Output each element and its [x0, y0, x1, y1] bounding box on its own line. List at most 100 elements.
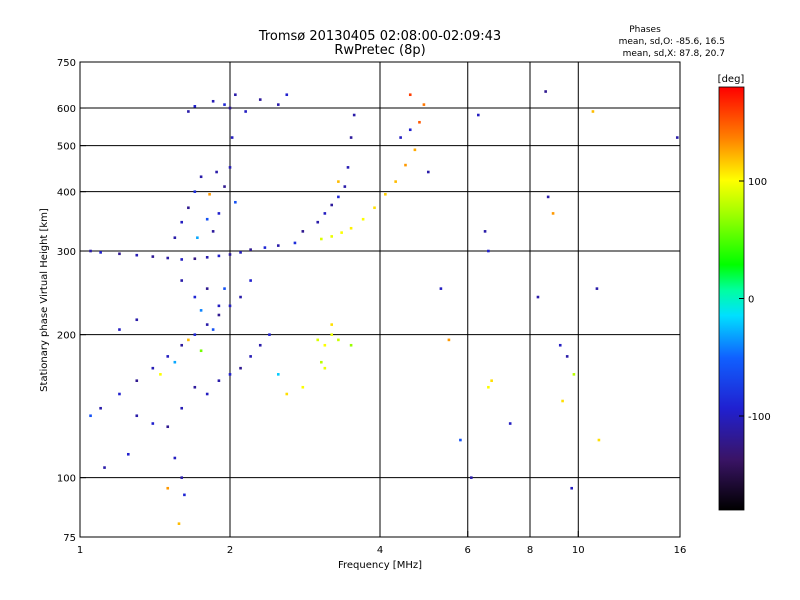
data-point	[413, 148, 417, 152]
data-point	[268, 333, 271, 336]
data-point	[208, 192, 211, 196]
data-point	[99, 251, 102, 254]
y-tick-label: 100	[57, 474, 76, 485]
data-point	[187, 206, 190, 210]
colorbar-unit-label: [deg]	[718, 74, 745, 85]
data-point	[340, 231, 343, 234]
data-point	[211, 328, 215, 331]
data-point	[276, 103, 280, 106]
data-point	[166, 486, 170, 490]
data-point	[211, 230, 215, 233]
data-point	[228, 106, 232, 110]
data-point	[352, 113, 356, 117]
data-points	[89, 90, 679, 525]
data-point	[205, 217, 209, 221]
data-point	[572, 373, 576, 376]
data-point	[561, 399, 564, 403]
x-tick-label: 8	[527, 545, 533, 556]
data-point	[230, 136, 234, 139]
data-point	[323, 343, 327, 347]
data-point	[508, 422, 512, 425]
data-point	[103, 466, 106, 469]
data-point	[193, 385, 197, 389]
data-point	[276, 373, 280, 376]
data-point	[228, 253, 232, 256]
data-point	[89, 249, 92, 253]
data-point	[249, 279, 252, 282]
data-point	[166, 355, 170, 358]
data-point	[205, 323, 209, 326]
grid-layer	[80, 62, 680, 537]
data-point	[384, 192, 387, 196]
data-point	[320, 360, 323, 364]
data-point	[487, 385, 490, 389]
data-point	[173, 456, 177, 460]
data-point	[217, 313, 221, 317]
data-point	[89, 414, 92, 418]
data-point	[394, 180, 397, 183]
data-point	[135, 253, 139, 257]
data-point	[217, 212, 221, 215]
colorbar-tick-label: 100	[748, 177, 767, 188]
data-point	[126, 452, 130, 456]
x-tick-label: 16	[674, 545, 687, 556]
data-point	[228, 304, 232, 308]
y-tick-label: 75	[63, 533, 76, 544]
data-point	[193, 295, 197, 299]
axis-ticks: 1 2 4 6 8 10 16 75 100 200 300 400 500 600 750	[57, 58, 686, 556]
data-point	[565, 355, 569, 358]
data-point	[135, 318, 139, 322]
y-tick-label: 600	[57, 104, 76, 115]
data-point	[166, 256, 170, 260]
data-point	[285, 392, 289, 396]
data-point	[570, 486, 573, 490]
data-point	[234, 93, 237, 97]
data-point	[211, 99, 215, 103]
data-point	[193, 190, 197, 193]
data-point	[447, 338, 451, 342]
data-point	[215, 170, 218, 174]
data-point	[399, 136, 402, 139]
x-axis-label: Frequency [MHz]	[338, 560, 422, 571]
data-point	[591, 110, 595, 113]
data-point	[118, 392, 121, 396]
data-point	[426, 170, 430, 174]
data-point	[228, 166, 232, 169]
data-point	[180, 343, 184, 347]
data-point	[408, 128, 412, 132]
data-point	[470, 476, 473, 479]
data-point	[239, 295, 242, 299]
phases-heading: Phases	[629, 25, 661, 35]
data-point	[217, 304, 221, 308]
data-point	[323, 366, 327, 370]
data-point	[320, 237, 323, 241]
data-point	[99, 406, 102, 410]
data-point	[285, 93, 289, 97]
data-point	[546, 195, 550, 199]
colorbar-tick-label: 0	[748, 295, 754, 306]
data-point	[349, 226, 353, 230]
data-point	[418, 120, 421, 124]
data-point	[187, 338, 190, 342]
data-point	[483, 230, 487, 233]
data-point	[223, 103, 226, 106]
data-point	[293, 241, 297, 245]
data-point	[118, 328, 121, 331]
data-point	[301, 385, 305, 389]
data-point	[330, 333, 334, 336]
data-point	[180, 406, 184, 410]
data-point	[249, 248, 252, 251]
data-point	[337, 195, 340, 199]
data-point	[422, 103, 426, 106]
x-tick-label: 2	[227, 545, 233, 556]
data-point	[173, 236, 177, 240]
data-point	[361, 217, 365, 221]
data-point	[199, 175, 203, 179]
data-point	[177, 522, 181, 525]
data-point	[349, 136, 353, 139]
data-point	[239, 366, 242, 370]
y-tick-label: 500	[57, 142, 76, 153]
data-point	[373, 206, 376, 210]
data-point	[244, 110, 247, 113]
